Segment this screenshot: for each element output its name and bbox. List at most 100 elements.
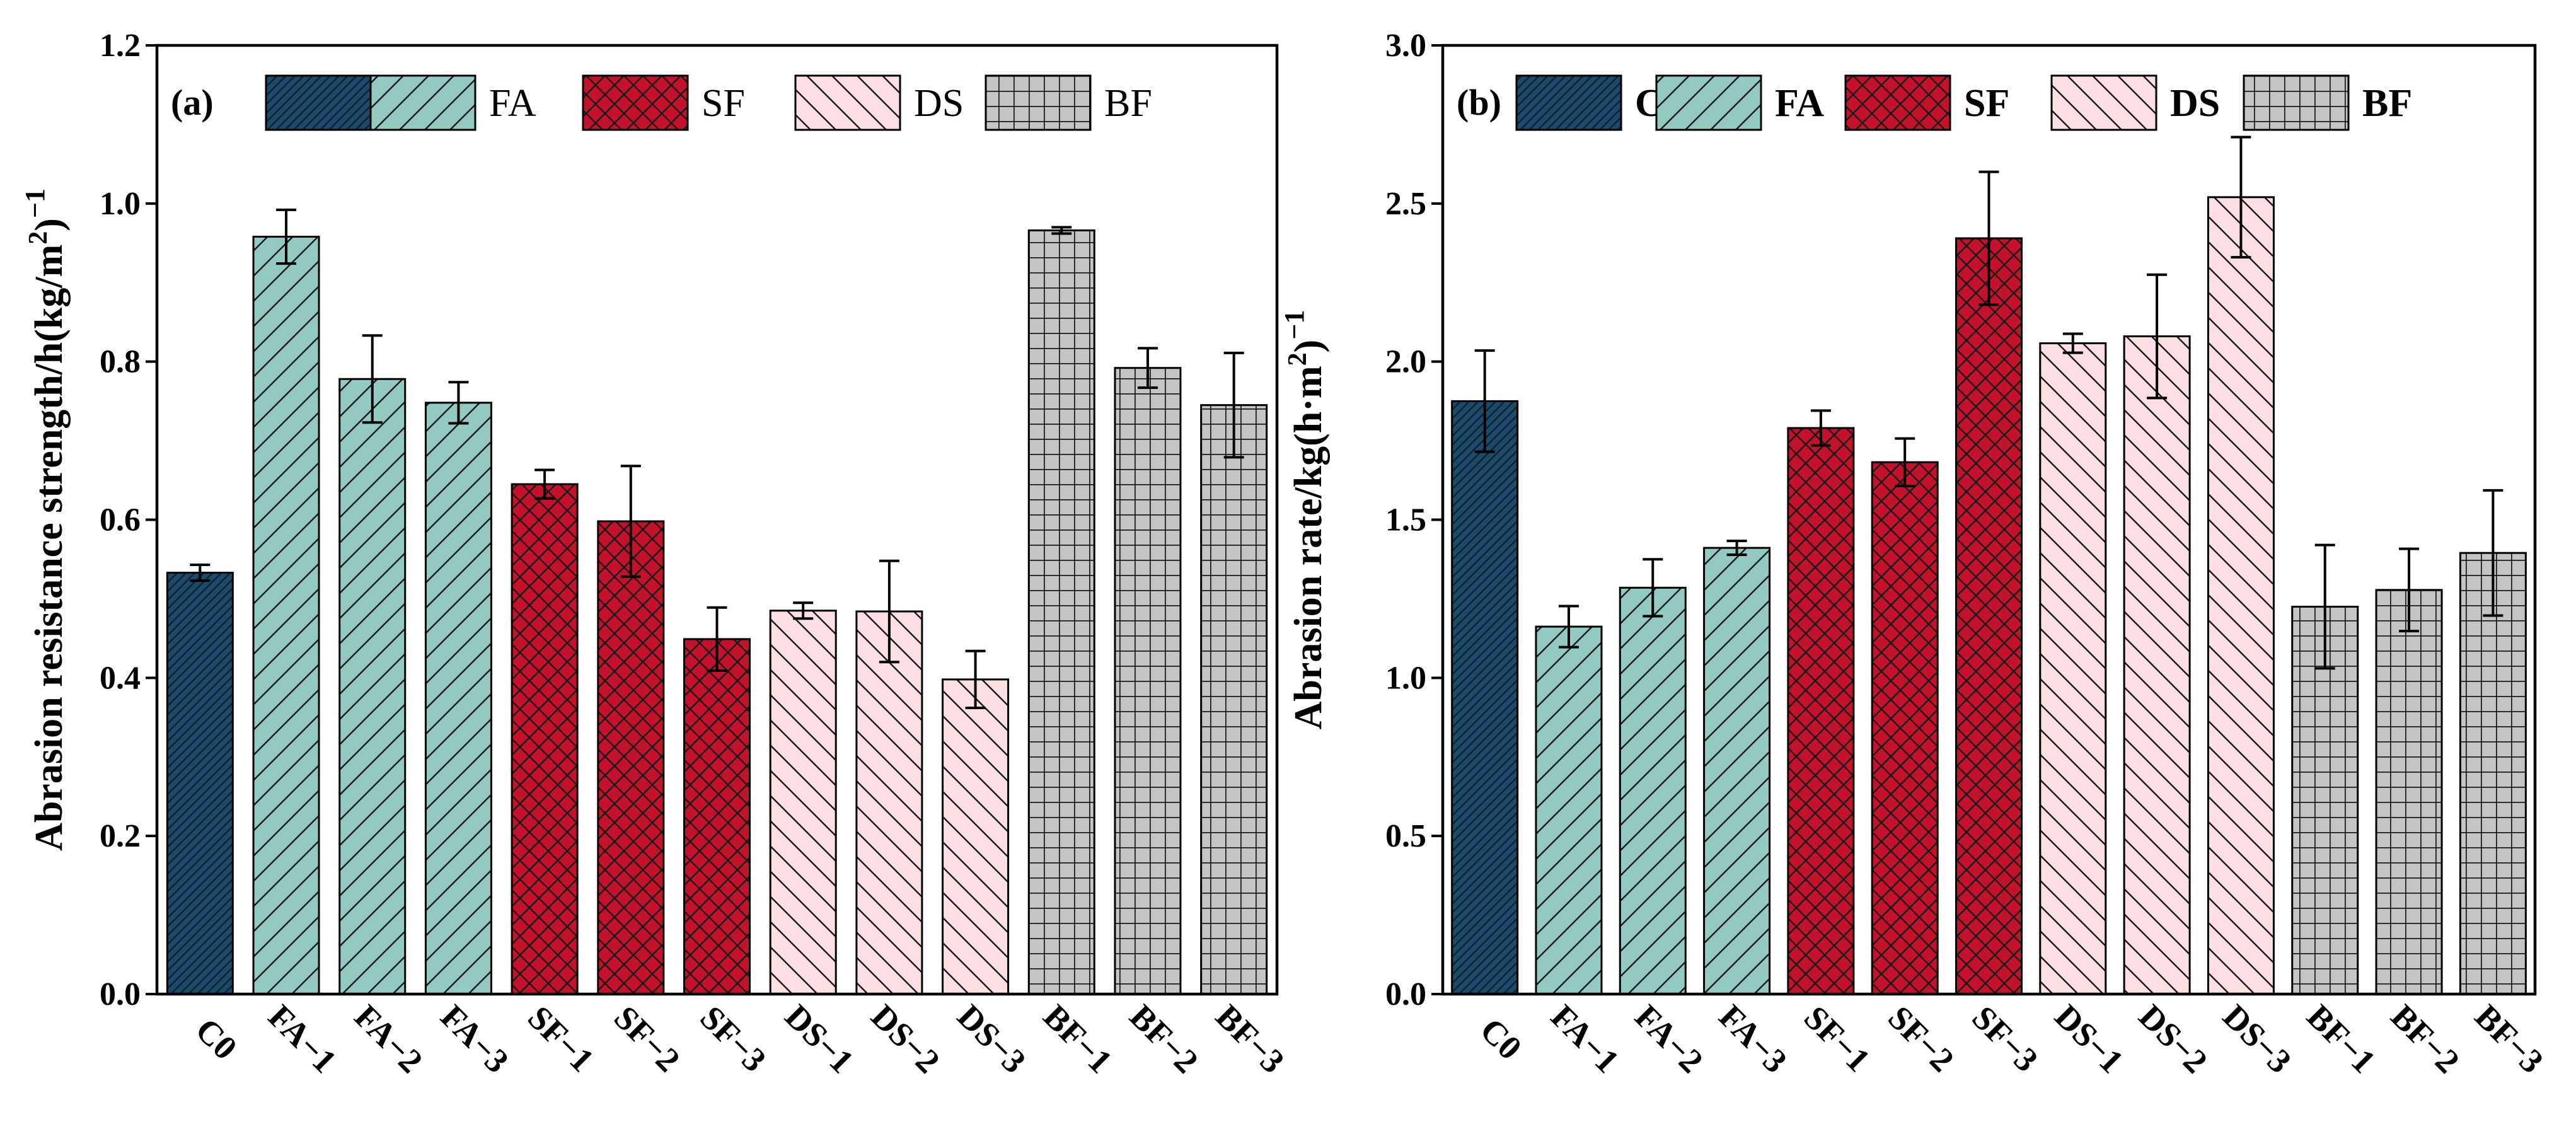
legend-item-c: C — [1515, 74, 1663, 131]
legend-item-fa: FA — [1655, 74, 1824, 131]
legend-label: BF — [1104, 82, 1152, 125]
bar-bf2 — [2375, 589, 2443, 995]
error-bar — [1643, 558, 1663, 618]
bar-sf2 — [1871, 461, 1939, 995]
legend-label: DS — [2170, 82, 2220, 125]
chart-panel-a: 0.00.20.40.60.81.01.2C0 FA−1 FA−2 FA−3 SF−1 S… — [20, 28, 1292, 1080]
error-bar — [2147, 273, 2168, 400]
bar-c0 — [1451, 400, 1519, 995]
y-tick-label: 0.8 — [100, 344, 141, 380]
bar-ds2 — [2123, 335, 2191, 995]
legend-swatch — [794, 74, 901, 131]
bar-ds3 — [942, 678, 1010, 995]
bar-sf2 — [597, 520, 665, 995]
panel-label: (a) — [171, 82, 214, 123]
x-tick-label: SF−2 — [1881, 998, 1961, 1079]
legend-item-ds: DS — [794, 74, 964, 131]
bar-sf3 — [1955, 237, 2023, 995]
x-tick-label: BF−3 — [1208, 997, 1291, 1080]
x-tick-label: BF−2 — [1123, 997, 1206, 1080]
x-tick-label: FA−1 — [1544, 997, 1626, 1080]
x-tick-label: C0 — [1473, 1010, 1529, 1067]
error-bar — [2399, 547, 2420, 633]
y-tick-label: 0.5 — [1385, 818, 1426, 854]
legend-label: DS — [914, 82, 964, 125]
error-bar — [1810, 409, 1831, 447]
legend-item-bf: BF — [985, 74, 1152, 131]
y-tick-label: 0.0 — [100, 976, 141, 1012]
legend-label: SF — [1964, 82, 2009, 125]
error-bar — [879, 559, 899, 664]
bar-ds1 — [769, 610, 837, 995]
x-tick-label: SF−2 — [607, 998, 688, 1079]
legend-item-sf: SF — [1844, 74, 2009, 131]
bar-sf1 — [511, 483, 579, 995]
x-tick-label: BF−2 — [2384, 997, 2467, 1080]
legend-label: SF — [702, 82, 745, 125]
error-bar — [1895, 437, 1915, 487]
plot-frame — [1441, 43, 2537, 996]
bar-ds1 — [2039, 342, 2107, 995]
error-bar — [1223, 351, 1244, 459]
legend-label: FA — [489, 82, 536, 125]
legend-label: FA — [1775, 82, 1824, 125]
error-bar — [1978, 170, 1999, 306]
x-tick-label: DS−3 — [950, 997, 1033, 1080]
x-tick-label: DS−2 — [864, 997, 947, 1080]
bar-fa1 — [252, 236, 320, 995]
x-tick-label: SF−1 — [521, 998, 601, 1079]
bar-bf2 — [1114, 367, 1182, 995]
bar-ds2 — [855, 610, 923, 995]
error-bar — [1558, 605, 1579, 649]
x-tick-label: FA−3 — [434, 997, 516, 1080]
legend: C FA SF DS BF — [1515, 74, 2412, 131]
legend-swatch — [1515, 74, 1622, 131]
bar-bf3 — [2459, 552, 2527, 995]
legend-label: BF — [2362, 82, 2412, 125]
error-bar — [620, 465, 641, 578]
error-bar — [707, 606, 727, 673]
error-bar — [793, 601, 814, 620]
error-bar — [2314, 543, 2335, 670]
legend-swatch — [582, 74, 689, 131]
legend-item-sf: SF — [582, 74, 745, 131]
legend-swatch — [1655, 74, 1762, 131]
bar-ds3 — [2207, 196, 2275, 995]
error-bar — [534, 468, 555, 500]
error-bar — [965, 649, 986, 709]
legend-swatch — [369, 74, 477, 131]
error-bar — [2062, 332, 2083, 354]
x-tick-label: DS−2 — [2132, 997, 2215, 1080]
bar-fa2 — [338, 378, 407, 995]
legend-swatch — [1844, 74, 1951, 131]
legend-swatch — [2050, 74, 2157, 131]
x-tick-label: FA−3 — [1712, 997, 1794, 1080]
legend-item-fa: FA — [369, 74, 536, 131]
legend-swatch — [2243, 74, 2350, 131]
y-tick-label: 0.4 — [100, 660, 141, 696]
plot-frame — [155, 43, 1279, 996]
y-tick-label: 2.0 — [1385, 344, 1426, 380]
y-tick-label: 0.2 — [100, 818, 141, 854]
y-tick-label: 2.5 — [1385, 186, 1426, 222]
x-tick-label: DS−1 — [778, 997, 861, 1080]
y-tick-label: 1.0 — [100, 186, 141, 222]
x-tick-label: SF−1 — [1797, 998, 1878, 1079]
error-bar — [2483, 489, 2504, 617]
error-bar — [362, 334, 383, 424]
bar-bf3 — [1200, 404, 1268, 995]
y-tick-label: 1.0 — [1385, 660, 1426, 696]
y-axis-title: Abrasion resistance strength/h(kg/m2)−1 — [20, 188, 71, 851]
error-bar — [1137, 347, 1158, 390]
y-tick-label: 1.2 — [100, 28, 141, 64]
y-axis-title: Abrasion rate/kg(h·m2)−1 — [1279, 310, 1330, 730]
error-bar — [276, 208, 297, 265]
bar-sf1 — [1787, 427, 1855, 995]
x-tick-label: BF−1 — [1036, 997, 1119, 1080]
error-bar — [1474, 349, 1495, 453]
x-tick-label: BF−3 — [2468, 997, 2551, 1080]
legend-item-ds: DS — [2050, 74, 2220, 131]
bar-sf3 — [683, 638, 751, 995]
